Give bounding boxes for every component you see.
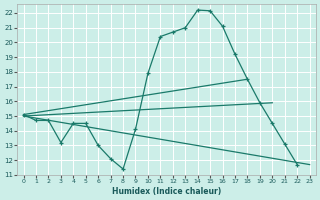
X-axis label: Humidex (Indice chaleur): Humidex (Indice chaleur) [112,187,221,196]
